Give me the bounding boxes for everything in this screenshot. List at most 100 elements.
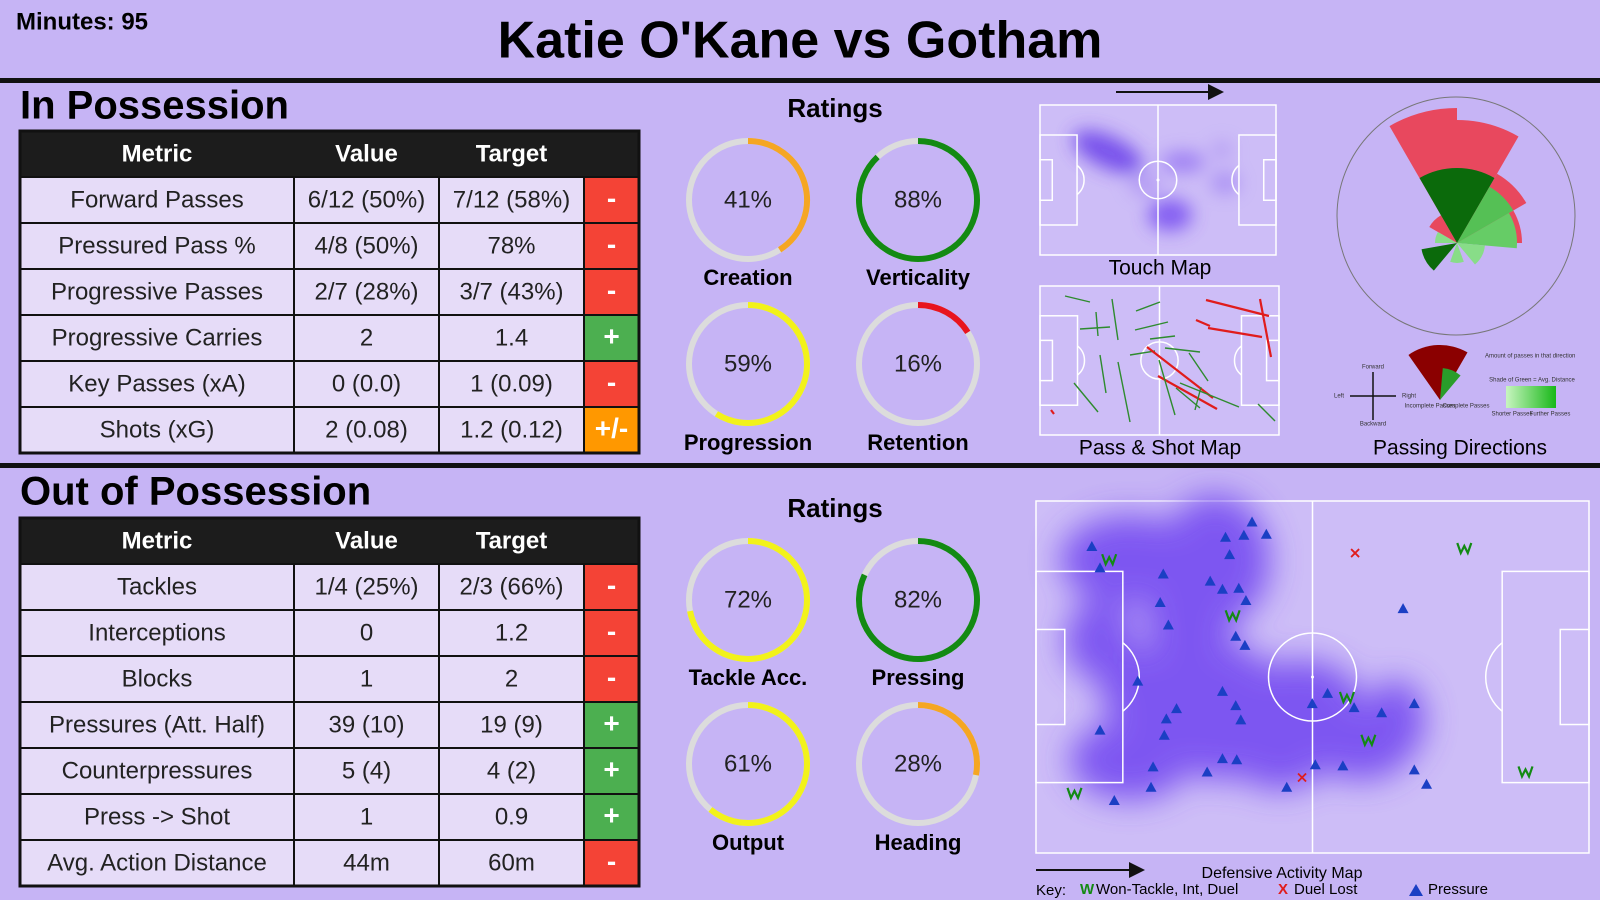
ring-value: 82% (894, 586, 942, 613)
flag: - (607, 182, 616, 213)
flag-cell (583, 701, 640, 749)
cell-text: 78% (487, 232, 535, 259)
pressure-icon (1224, 549, 1236, 560)
cell-text: 1 (0.09) (470, 370, 553, 397)
legend-text: Left (1334, 394, 1344, 400)
cell-text: 3/7 (43%) (459, 278, 563, 305)
legend-sector (1440, 368, 1461, 400)
legend-text: Forward (1362, 365, 1384, 371)
ring-arc (917, 702, 980, 776)
penalty-arc (1077, 345, 1086, 376)
flag: + (603, 799, 619, 830)
cell-text: 4 (2) (487, 757, 536, 784)
won-icon (1066, 787, 1083, 801)
six-yard-box (1039, 339, 1054, 382)
table-cell (293, 655, 440, 703)
ring-value: 41% (724, 186, 772, 213)
pass-line (1134, 321, 1169, 331)
cell-text: Progressive Passes (51, 278, 263, 305)
heat-blob (1365, 680, 1425, 760)
cell-text: Avg. Action Distance (47, 849, 267, 876)
penalty-arc (1231, 164, 1240, 196)
table-cell (293, 314, 440, 362)
pressure-icon (1408, 698, 1420, 709)
pressure-icon (1260, 528, 1272, 539)
column-header: Target (476, 140, 548, 167)
pressure-icon (1238, 529, 1250, 540)
legend-text: Incomplete Passes (1405, 404, 1456, 410)
pitch-lines (1039, 105, 1277, 255)
table-cell (19, 793, 295, 841)
pressure-icon (1337, 760, 1349, 771)
six-yard-box (1265, 339, 1280, 382)
pass-line (1146, 346, 1214, 399)
table-cell (293, 747, 440, 795)
cell-text: 0 (360, 619, 373, 646)
pass-line (1195, 318, 1211, 328)
table-cell (293, 360, 440, 408)
pass-line (1164, 347, 1201, 353)
pass-line (1129, 350, 1156, 356)
cell-text: Pressures (Att. Half) (49, 711, 265, 738)
pass-line (1188, 352, 1209, 382)
pressure-icon (1230, 700, 1242, 711)
penalty-arc (1233, 345, 1242, 376)
won-icon (1517, 766, 1534, 780)
pressure-icon (1376, 707, 1388, 718)
heat-blob (1190, 645, 1270, 715)
table-cell (438, 747, 585, 795)
radar-outline (1336, 96, 1576, 336)
cell-text: Press -> Shot (84, 803, 230, 830)
table-header-cell (584, 131, 639, 177)
table-cell (438, 839, 585, 887)
table-cell (19, 839, 295, 887)
ring-arc (747, 138, 810, 253)
cell-text: 6/12 (50%) (308, 186, 425, 213)
pressure-icon (1204, 575, 1216, 586)
ring-value: 59% (724, 350, 772, 377)
legend-text: Backward (1360, 422, 1386, 428)
heat-blob (1065, 600, 1135, 680)
pressure-icon (1230, 630, 1242, 641)
flag: - (607, 569, 616, 600)
heat-blob (1070, 720, 1190, 800)
legend-text: Amount of passes in that direction (1485, 354, 1575, 360)
ring-arc (708, 702, 810, 826)
pressure-icon (1171, 703, 1183, 714)
six-yard-box (1559, 628, 1590, 726)
cell-text: Progressive Carries (52, 324, 263, 351)
ring-label: Tackle Acc. (689, 665, 808, 690)
pressure-icon (1281, 781, 1293, 792)
ring-value: 16% (894, 350, 942, 377)
table-header-cell (294, 131, 439, 177)
pressure-icon (1086, 540, 1098, 551)
cell-text: Interceptions (88, 619, 225, 646)
pressure-icon (1231, 754, 1243, 765)
ring-arc (856, 138, 980, 262)
pass-line (1157, 375, 1218, 410)
pass-line (1205, 298, 1270, 318)
cell-text: Shots (xG) (100, 416, 215, 443)
ring-value: 72% (724, 586, 772, 613)
pressure-icon (1246, 516, 1258, 527)
column-header: Metric (122, 527, 193, 554)
pressure-icon (1309, 759, 1321, 770)
pass-line (1149, 335, 1176, 340)
flag-cell (583, 655, 640, 703)
pressure-icon (1240, 595, 1252, 606)
lost-icon (1350, 548, 1360, 558)
ring-label: Output (712, 830, 785, 855)
table-header-cell (584, 518, 639, 564)
cell-text: 44m (343, 849, 390, 876)
cell-text: 4/8 (50%) (314, 232, 418, 259)
won-icon (1224, 609, 1241, 624)
pressure-icon (1162, 619, 1174, 630)
pass-line (1079, 326, 1111, 330)
legend-text: Further Passes (1530, 412, 1571, 418)
divider (0, 463, 1600, 468)
pass-line (1050, 409, 1055, 415)
flag-cell (583, 747, 640, 795)
ring-value: 28% (894, 750, 942, 777)
pressure-icon (1216, 753, 1228, 764)
